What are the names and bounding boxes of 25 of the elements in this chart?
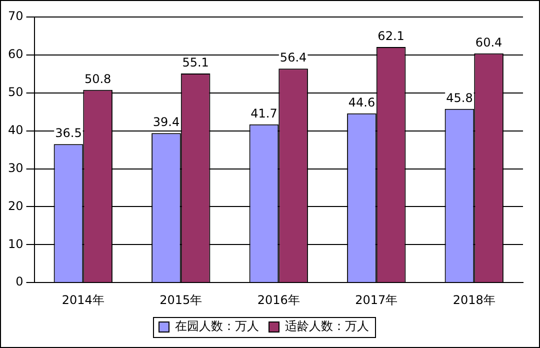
data-label: 36.5: [55, 126, 82, 140]
x-tick-label: 2018年: [452, 292, 496, 307]
y-tick-label: 70: [8, 9, 24, 24]
y-tick-label: 30: [8, 160, 24, 175]
legend-label: 在园人数：万人: [175, 319, 259, 334]
data-label: 44.6: [348, 96, 376, 110]
legend-label: 适龄人数：万人: [285, 319, 369, 334]
y-tick-label: 50: [8, 85, 24, 100]
data-label: 56.4: [280, 50, 307, 65]
y-tick-label: 20: [8, 198, 24, 213]
data-label: 50.8: [84, 72, 112, 86]
data-label: 62.1: [378, 29, 404, 44]
x-tick-label: 2016年: [257, 292, 300, 307]
y-tick-label: 0: [16, 274, 24, 289]
data-label: 60.4: [475, 36, 502, 50]
data-label: 55.1: [182, 56, 209, 70]
x-tick-label: 2014年: [62, 292, 104, 307]
y-tick-label: 60: [8, 47, 24, 62]
data-label: 45.8: [446, 90, 473, 105]
y-tick-label: 40: [8, 122, 24, 137]
data-label: 41.7: [250, 106, 278, 121]
y-tick-label: 10: [8, 236, 24, 251]
x-tick-label: 2015年: [160, 292, 202, 307]
data-label: 39.4: [152, 115, 180, 130]
x-tick-label: 2017年: [355, 292, 398, 307]
